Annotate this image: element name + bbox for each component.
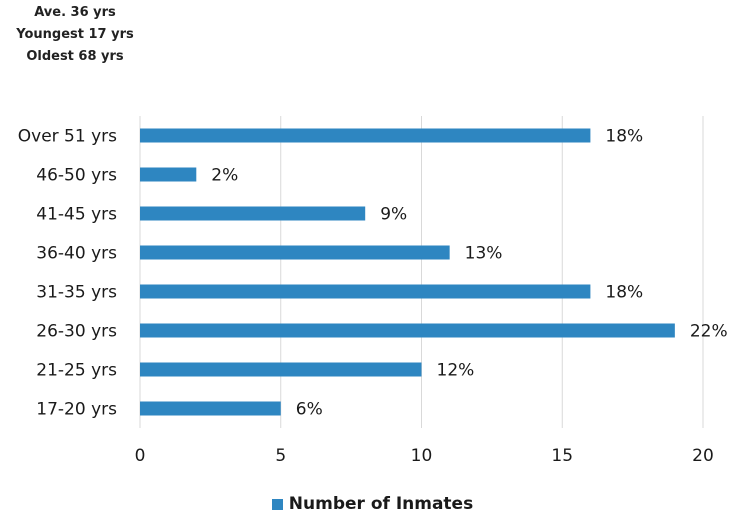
x-tick-label: 15 — [551, 446, 573, 466]
youngest-age-text: Youngest 17 yrs — [16, 27, 134, 42]
legend: Number of Inmates — [0, 494, 745, 514]
bar-31-35-yrs — [140, 284, 591, 299]
category-labels: 17-20 yrs 21-25 yrs 26-30 yrs 31-35 yrs 36-4… — [18, 127, 117, 420]
category-label: 26-30 yrs — [36, 322, 117, 342]
category-label: 31-35 yrs — [36, 283, 117, 303]
value-label: 18% — [605, 127, 643, 147]
category-label: 46-50 yrs — [36, 166, 117, 186]
bar-26-30-yrs — [140, 323, 675, 338]
value-label: 9% — [380, 205, 407, 225]
category-label: 21-25 yrs — [36, 361, 117, 381]
age-stats: Ave. 36 yrs Youngest 17 yrs Oldest 68 yr… — [0, 2, 150, 68]
gridlines — [139, 116, 704, 428]
average-age-text: Ave. 36 yrs — [34, 5, 116, 20]
x-tick-label: 20 — [692, 446, 714, 466]
x-tick-label: 5 — [275, 446, 286, 466]
value-label: 6% — [296, 400, 323, 420]
bars — [140, 128, 675, 416]
value-label: 2% — [211, 166, 238, 186]
value-label: 13% — [465, 244, 503, 264]
x-tick-labels: 0 5 10 15 20 — [135, 446, 714, 466]
x-tick-label: 10 — [411, 446, 433, 466]
x-tick-label: 0 — [135, 446, 146, 466]
category-label: 17-20 yrs — [36, 400, 117, 420]
value-label: 22% — [690, 322, 728, 342]
category-label: Over 51 yrs — [18, 127, 117, 147]
value-label: 18% — [605, 283, 643, 303]
value-label: 12% — [437, 361, 475, 381]
bar-46-50-yrs — [140, 167, 197, 182]
age-distribution-chart: 17-20 yrs 21-25 yrs 26-30 yrs 31-35 yrs 36-4… — [18, 116, 728, 466]
category-label: 36-40 yrs — [36, 244, 117, 264]
bar-17-20-yrs — [140, 401, 281, 416]
oldest-age-text: Oldest 68 yrs — [26, 49, 124, 64]
bar-over-51-yrs — [140, 128, 591, 143]
legend-swatch — [271, 498, 283, 510]
bar-21-25-yrs — [140, 362, 422, 377]
bar-41-45-yrs — [140, 206, 366, 221]
bar-36-40-yrs — [140, 245, 450, 260]
category-label: 41-45 yrs — [36, 205, 117, 225]
value-labels: 6% 12% 22% 18% 13% 9% 2% 18% — [211, 127, 727, 420]
legend-label: Number of Inmates — [288, 494, 474, 514]
